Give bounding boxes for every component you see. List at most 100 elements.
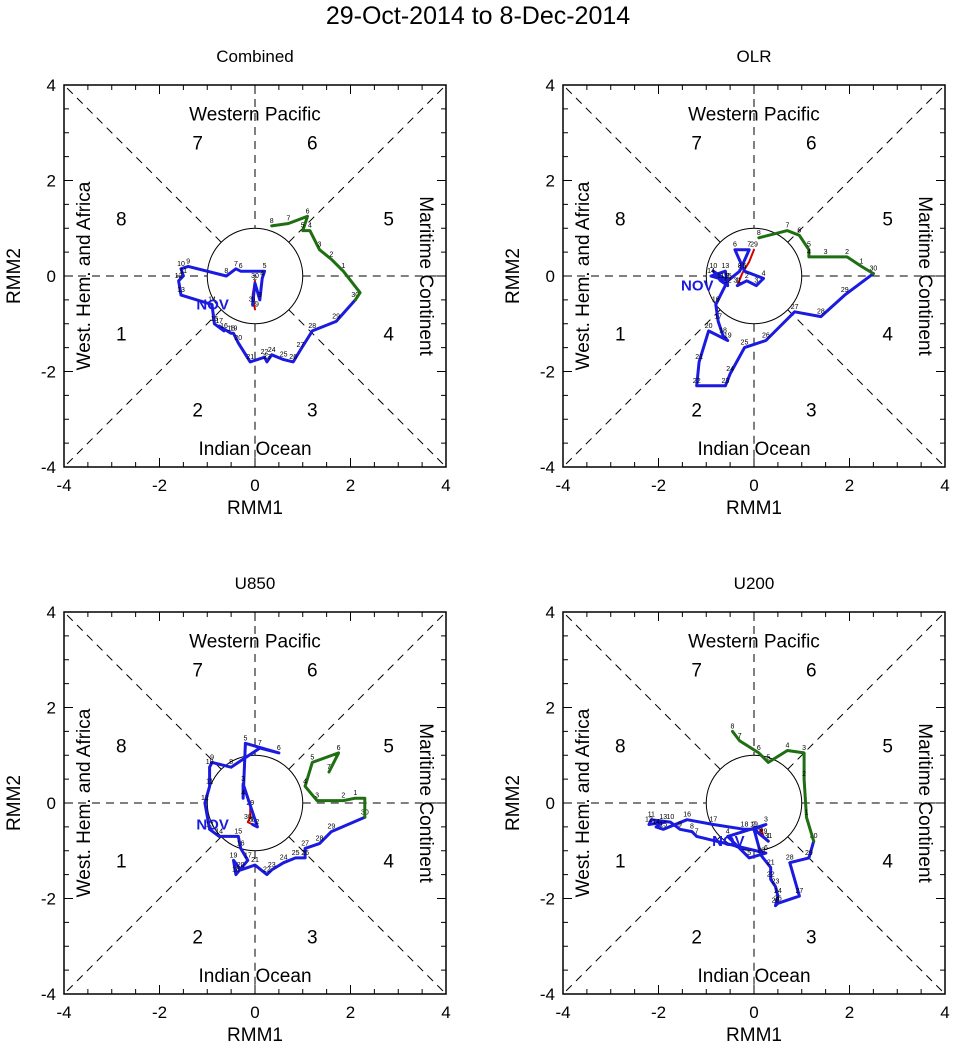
day-label: 6 bbox=[764, 845, 768, 852]
y-tick-label: -4 bbox=[41, 458, 56, 477]
region-label-bottom: Indian Ocean bbox=[697, 439, 810, 460]
day-label: 26 bbox=[762, 332, 770, 339]
day-label: 20 bbox=[234, 335, 242, 342]
day-label: 5 bbox=[766, 754, 770, 761]
day-label: 17 bbox=[710, 816, 718, 823]
day-label: 28 bbox=[308, 323, 316, 330]
day-label: 27 bbox=[301, 840, 309, 847]
day-label: 7 bbox=[258, 740, 262, 747]
panel-title: U200 bbox=[734, 574, 775, 593]
region-label-right: Maritime Continent bbox=[914, 196, 935, 356]
x-tick-label: -4 bbox=[555, 476, 570, 495]
day-label: 8 bbox=[731, 723, 735, 730]
day-label: 17 bbox=[215, 318, 223, 325]
unit-circle bbox=[206, 754, 304, 852]
day-label: 12 bbox=[201, 795, 209, 802]
region-label-bottom: Indian Ocean bbox=[697, 966, 810, 987]
trajectory-dec bbox=[303, 751, 367, 819]
y-axis-label: RMM2 bbox=[4, 248, 25, 304]
x-tick-label: 0 bbox=[749, 476, 758, 495]
x-tick-label: 0 bbox=[250, 1003, 259, 1022]
x-tick-label: 0 bbox=[250, 476, 259, 495]
day-label: 13 bbox=[721, 263, 729, 270]
diagonal-divider bbox=[562, 309, 721, 468]
day-label: 14 bbox=[208, 297, 216, 304]
month-label: NOV bbox=[681, 278, 714, 295]
day-label: 22 bbox=[767, 871, 775, 878]
day-label: 5 bbox=[263, 263, 267, 270]
day-label: 7 bbox=[785, 223, 789, 230]
x-tick-label: 4 bbox=[441, 476, 450, 495]
day-label: 12 bbox=[175, 273, 183, 280]
day-label: 8 bbox=[224, 268, 228, 275]
day-label: 20 bbox=[237, 862, 245, 869]
diagonal-divider bbox=[288, 611, 447, 770]
day-label: 5 bbox=[301, 223, 305, 230]
region-label-left: West. Hem. and Africa bbox=[573, 708, 594, 897]
day-label: 5 bbox=[310, 754, 314, 761]
month-label: NOV bbox=[196, 297, 229, 314]
day-label: 4 bbox=[260, 270, 264, 277]
day-label: 23 bbox=[268, 862, 276, 869]
day-label: 29 bbox=[328, 824, 336, 831]
day-label: 3 bbox=[802, 745, 806, 752]
day-label: 29 bbox=[251, 301, 259, 308]
day-label: 6 bbox=[733, 242, 737, 249]
region-label-top: Western Pacific bbox=[688, 632, 820, 653]
month-label: NOV bbox=[712, 833, 745, 850]
phase-number: 2 bbox=[691, 928, 702, 949]
y-tick-label: 0 bbox=[546, 267, 555, 286]
phase-number: 7 bbox=[192, 133, 203, 154]
phase-number: 1 bbox=[116, 324, 127, 345]
x-axis-label: RMM1 bbox=[726, 1025, 782, 1046]
trajectory-oct bbox=[736, 248, 755, 287]
phase-number: 4 bbox=[882, 324, 893, 345]
month-label: NOV bbox=[196, 816, 229, 833]
day-label: 10 bbox=[177, 261, 185, 268]
region-label-bottom: Indian Ocean bbox=[198, 966, 311, 987]
diagonal-divider bbox=[288, 84, 447, 243]
region-label-top: Western Pacific bbox=[688, 105, 820, 126]
day-label: 22 bbox=[693, 378, 701, 385]
phase-number: 2 bbox=[691, 401, 702, 422]
day-label: 9 bbox=[186, 258, 190, 265]
y-tick-label: -2 bbox=[540, 363, 555, 382]
day-label: 29 bbox=[760, 828, 768, 835]
x-tick-label: -2 bbox=[651, 476, 666, 495]
day-label: 28 bbox=[786, 855, 794, 862]
day-label: 12 bbox=[724, 278, 732, 285]
phase-number: 6 bbox=[307, 660, 318, 681]
day-label: 30 bbox=[869, 266, 877, 273]
diagonal-divider bbox=[288, 836, 447, 995]
day-label: 25 bbox=[292, 850, 300, 857]
day-label: 5 bbox=[742, 263, 746, 270]
day-label: 7 bbox=[286, 215, 290, 222]
day-label: 19 bbox=[230, 852, 238, 859]
day-label: 8 bbox=[270, 218, 274, 225]
day-label: 29 bbox=[332, 313, 340, 320]
day-label: 28 bbox=[316, 836, 324, 843]
day-label: 8 bbox=[738, 263, 742, 270]
day-label: 19 bbox=[750, 821, 758, 828]
day-label: 4 bbox=[303, 778, 307, 785]
phase-number: 6 bbox=[806, 660, 817, 681]
day-label: 7 bbox=[695, 828, 699, 835]
y-tick-label: 2 bbox=[47, 699, 56, 718]
day-label: 9 bbox=[210, 754, 214, 761]
day-label: 3 bbox=[318, 242, 322, 249]
y-tick-label: -2 bbox=[540, 890, 555, 909]
trajectory-nov bbox=[177, 264, 357, 364]
diagonal-divider bbox=[562, 84, 721, 243]
x-tick-label: -2 bbox=[152, 1003, 167, 1022]
region-label-right: Maritime Continent bbox=[415, 196, 436, 356]
day-label: 4 bbox=[308, 223, 312, 230]
x-tick-label: -4 bbox=[56, 476, 71, 495]
trajectory-dec bbox=[270, 214, 362, 302]
day-label: 29 bbox=[841, 287, 849, 294]
phase-number: 4 bbox=[383, 324, 394, 345]
phase-number: 3 bbox=[806, 928, 817, 949]
x-axis-label: RMM1 bbox=[227, 498, 283, 519]
phase-number: 7 bbox=[691, 660, 702, 681]
day-label: 1 bbox=[805, 809, 809, 816]
